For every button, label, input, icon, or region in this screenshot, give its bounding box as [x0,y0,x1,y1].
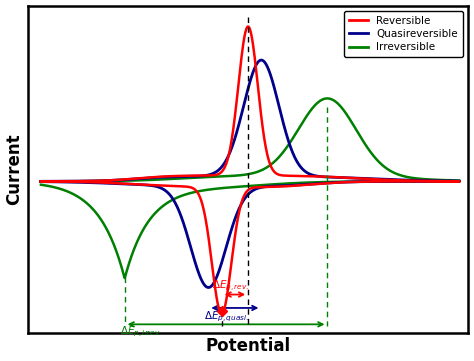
Text: $\Delta E_{p,irrev.}$: $\Delta E_{p,irrev.}$ [120,325,163,339]
Y-axis label: Current: Current [6,134,24,205]
Text: $\Delta E_{p,quasi.}$: $\Delta E_{p,quasi.}$ [204,309,249,324]
X-axis label: Potential: Potential [206,338,291,356]
Legend: Reversible, Quasireversible, Irreversible: Reversible, Quasireversible, Irreversibl… [344,11,463,57]
Text: $\Delta E_{p,rev.}$: $\Delta E_{p,rev.}$ [212,279,249,293]
